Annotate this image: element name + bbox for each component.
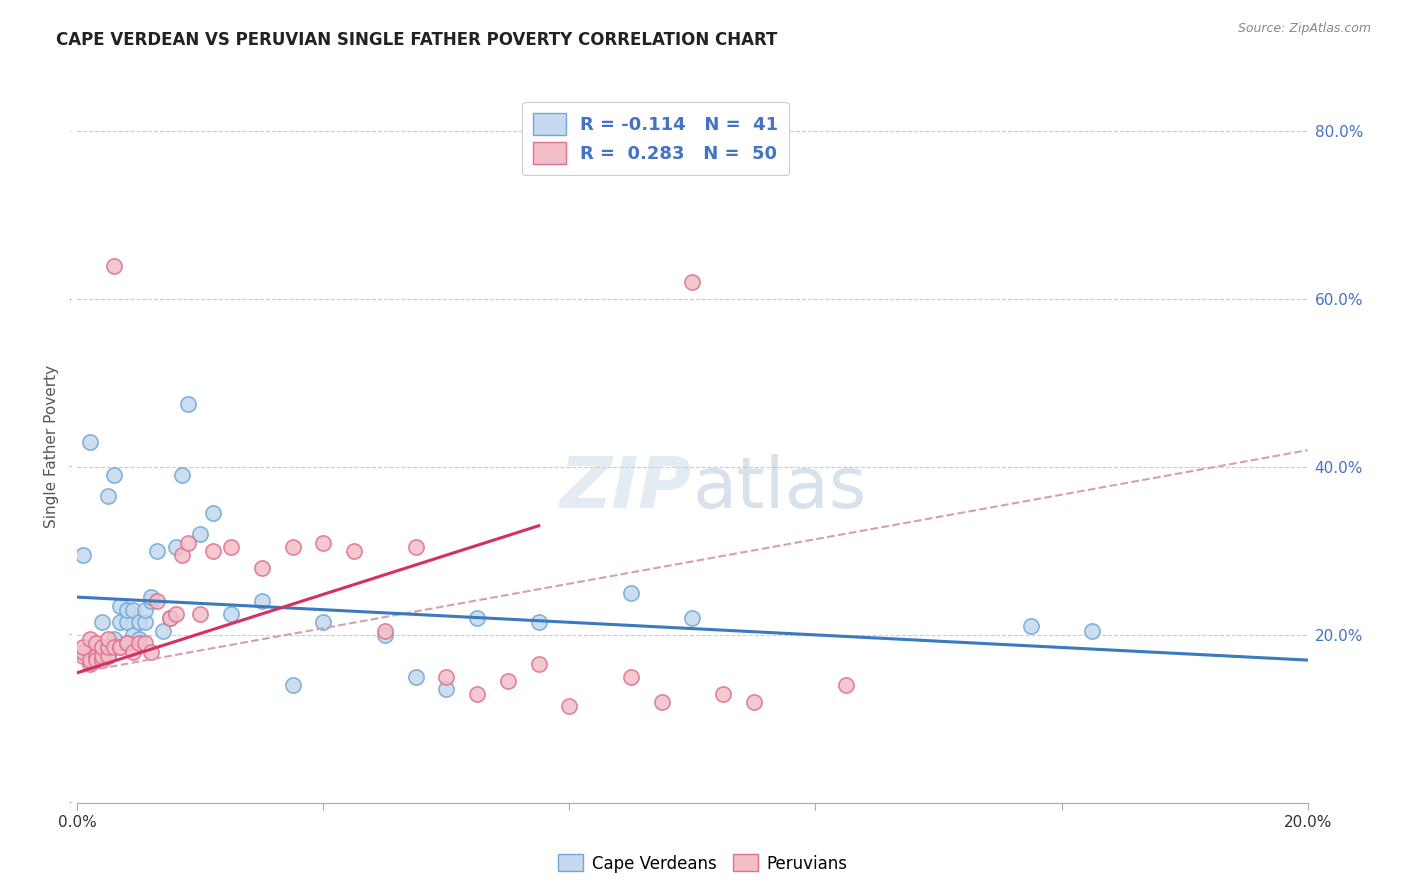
- Point: [110, 615, 132, 630]
- Point: [188, 607, 212, 621]
- Point: [159, 611, 181, 625]
- Point: [103, 640, 125, 655]
- Point: [343, 544, 366, 558]
- Point: [436, 670, 458, 684]
- Point: [651, 695, 673, 709]
- Point: [115, 603, 138, 617]
- Point: [103, 259, 125, 273]
- Point: [312, 535, 335, 549]
- Point: [134, 636, 156, 650]
- Point: [201, 544, 224, 558]
- Point: [128, 636, 150, 650]
- Text: atlas: atlas: [693, 454, 868, 524]
- Y-axis label: Single Father Poverty: Single Father Poverty: [44, 365, 59, 527]
- Point: [121, 645, 143, 659]
- Point: [97, 632, 120, 646]
- Point: [281, 678, 304, 692]
- Point: [374, 628, 396, 642]
- Point: [115, 636, 138, 650]
- Point: [682, 275, 704, 289]
- Point: [835, 678, 858, 692]
- Point: [115, 615, 138, 630]
- Point: [165, 607, 187, 621]
- Point: [201, 506, 224, 520]
- Text: CAPE VERDEAN VS PERUVIAN SINGLE FATHER POVERTY CORRELATION CHART: CAPE VERDEAN VS PERUVIAN SINGLE FATHER P…: [56, 31, 778, 49]
- Point: [465, 687, 488, 701]
- Point: [527, 615, 550, 630]
- Point: [79, 434, 101, 449]
- Text: ZIP: ZIP: [560, 454, 693, 524]
- Point: [177, 397, 200, 411]
- Point: [121, 628, 143, 642]
- Point: [465, 611, 488, 625]
- Point: [79, 632, 101, 646]
- Point: [374, 624, 396, 638]
- Point: [110, 599, 132, 613]
- Point: [84, 648, 107, 663]
- Point: [170, 548, 193, 562]
- Point: [79, 657, 101, 672]
- Point: [110, 640, 132, 655]
- Point: [97, 640, 120, 655]
- Point: [682, 611, 704, 625]
- Point: [436, 682, 458, 697]
- Point: [250, 560, 273, 574]
- Point: [620, 670, 643, 684]
- Point: [405, 670, 427, 684]
- Point: [97, 648, 120, 663]
- Point: [103, 468, 125, 483]
- Legend: Cape Verdeans, Peruvians: Cape Verdeans, Peruvians: [551, 847, 855, 880]
- Point: [312, 615, 335, 630]
- Point: [146, 594, 169, 608]
- Text: Source: ZipAtlas.com: Source: ZipAtlas.com: [1237, 22, 1371, 36]
- Point: [159, 611, 181, 625]
- Point: [84, 653, 107, 667]
- Point: [527, 657, 550, 672]
- Legend: R = -0.114   N =  41, R =  0.283   N =  50: R = -0.114 N = 41, R = 0.283 N = 50: [522, 102, 789, 175]
- Point: [1019, 619, 1042, 633]
- Point: [134, 603, 156, 617]
- Point: [558, 699, 581, 714]
- Point: [141, 645, 163, 659]
- Point: [141, 594, 163, 608]
- Point: [103, 632, 125, 646]
- Point: [128, 615, 150, 630]
- Point: [79, 653, 101, 667]
- Point: [90, 648, 114, 663]
- Point: [84, 636, 107, 650]
- Point: [72, 548, 94, 562]
- Point: [146, 544, 169, 558]
- Point: [405, 540, 427, 554]
- Point: [177, 535, 200, 549]
- Point: [496, 674, 519, 689]
- Point: [250, 594, 273, 608]
- Point: [152, 624, 174, 638]
- Point: [97, 489, 120, 503]
- Point: [1081, 624, 1104, 638]
- Point: [170, 468, 193, 483]
- Point: [90, 653, 114, 667]
- Point: [711, 687, 734, 701]
- Point: [97, 648, 120, 663]
- Point: [128, 632, 150, 646]
- Point: [90, 640, 114, 655]
- Point: [742, 695, 765, 709]
- Point: [84, 648, 107, 663]
- Point: [165, 540, 187, 554]
- Point: [620, 586, 643, 600]
- Point: [134, 615, 156, 630]
- Point: [121, 603, 143, 617]
- Point: [141, 590, 163, 604]
- Point: [115, 636, 138, 650]
- Point: [281, 540, 304, 554]
- Point: [110, 640, 132, 655]
- Point: [219, 607, 242, 621]
- Point: [72, 645, 94, 659]
- Point: [72, 640, 94, 655]
- Point: [90, 615, 114, 630]
- Point: [188, 527, 212, 541]
- Point: [219, 540, 242, 554]
- Point: [72, 648, 94, 663]
